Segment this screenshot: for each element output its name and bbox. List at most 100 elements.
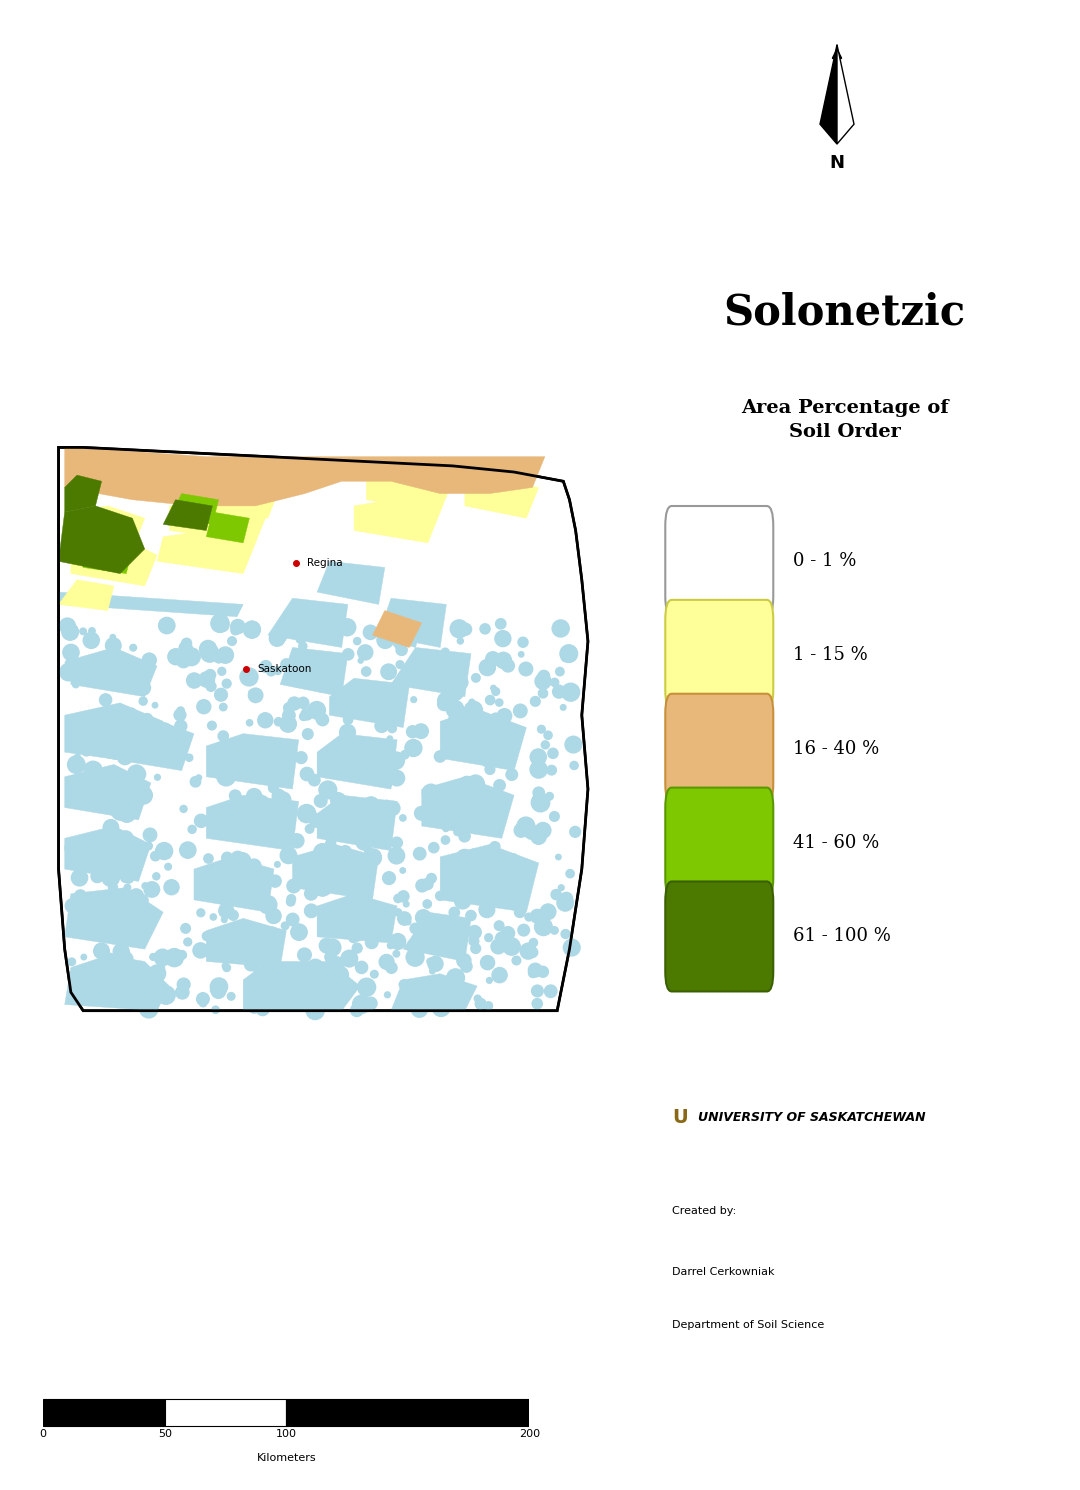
- Circle shape: [82, 748, 91, 755]
- Circle shape: [197, 700, 211, 714]
- Circle shape: [406, 919, 410, 925]
- Circle shape: [384, 781, 392, 788]
- Circle shape: [429, 930, 446, 946]
- Circle shape: [228, 910, 239, 921]
- Circle shape: [221, 852, 232, 863]
- Circle shape: [541, 741, 550, 749]
- Circle shape: [548, 748, 558, 758]
- Text: 200: 200: [518, 1429, 540, 1439]
- Circle shape: [485, 764, 495, 775]
- Circle shape: [152, 873, 160, 879]
- Circle shape: [437, 693, 455, 709]
- Circle shape: [212, 878, 229, 894]
- Circle shape: [130, 842, 145, 857]
- Circle shape: [460, 623, 472, 635]
- Polygon shape: [102, 715, 194, 770]
- Circle shape: [405, 739, 422, 757]
- Circle shape: [179, 842, 195, 858]
- Circle shape: [244, 958, 257, 971]
- Circle shape: [502, 660, 514, 672]
- Circle shape: [255, 881, 264, 890]
- Circle shape: [81, 955, 86, 960]
- Polygon shape: [366, 475, 453, 513]
- Circle shape: [305, 887, 318, 900]
- Circle shape: [406, 726, 418, 738]
- Circle shape: [91, 776, 98, 784]
- Circle shape: [373, 925, 384, 936]
- Circle shape: [292, 672, 307, 687]
- Circle shape: [180, 924, 190, 933]
- Circle shape: [370, 970, 378, 977]
- Circle shape: [446, 700, 463, 718]
- Circle shape: [144, 985, 156, 997]
- Circle shape: [282, 922, 288, 930]
- Circle shape: [442, 648, 449, 656]
- Circle shape: [480, 624, 490, 633]
- Circle shape: [228, 636, 237, 645]
- Circle shape: [404, 672, 410, 678]
- Circle shape: [298, 948, 311, 961]
- Circle shape: [187, 673, 202, 688]
- Circle shape: [281, 659, 292, 670]
- Circle shape: [435, 891, 445, 900]
- Circle shape: [194, 814, 207, 827]
- Circle shape: [366, 745, 373, 751]
- Polygon shape: [181, 475, 280, 519]
- Circle shape: [94, 943, 109, 958]
- Circle shape: [469, 849, 480, 860]
- Circle shape: [122, 797, 134, 809]
- Circle shape: [135, 745, 140, 749]
- Circle shape: [427, 958, 433, 966]
- Circle shape: [314, 794, 327, 808]
- Circle shape: [213, 890, 220, 895]
- Circle shape: [138, 998, 144, 1004]
- Circle shape: [113, 665, 124, 675]
- Circle shape: [400, 867, 405, 873]
- Circle shape: [177, 977, 190, 991]
- Circle shape: [434, 654, 450, 670]
- Text: 61 - 100 %: 61 - 100 %: [793, 927, 891, 946]
- Circle shape: [496, 931, 510, 946]
- Circle shape: [278, 749, 293, 764]
- Circle shape: [205, 669, 216, 681]
- Circle shape: [510, 854, 518, 863]
- Circle shape: [372, 907, 388, 922]
- Circle shape: [387, 766, 394, 773]
- Circle shape: [289, 854, 298, 863]
- Circle shape: [202, 876, 214, 888]
- Circle shape: [267, 927, 278, 937]
- Circle shape: [446, 787, 459, 799]
- Circle shape: [283, 709, 295, 721]
- Circle shape: [518, 924, 529, 936]
- Circle shape: [467, 782, 485, 800]
- Circle shape: [500, 751, 505, 755]
- Circle shape: [103, 992, 112, 1001]
- Circle shape: [265, 939, 272, 946]
- Circle shape: [233, 924, 244, 936]
- Circle shape: [311, 657, 329, 675]
- Circle shape: [139, 1000, 158, 1018]
- Polygon shape: [206, 513, 249, 542]
- Circle shape: [386, 963, 397, 973]
- Text: 50: 50: [158, 1429, 172, 1439]
- Circle shape: [369, 702, 384, 717]
- Circle shape: [487, 854, 498, 864]
- Circle shape: [460, 776, 474, 791]
- Circle shape: [102, 845, 112, 854]
- Circle shape: [75, 776, 81, 782]
- Circle shape: [145, 842, 152, 849]
- Circle shape: [102, 869, 120, 887]
- Circle shape: [394, 894, 402, 903]
- Circle shape: [404, 673, 410, 679]
- Circle shape: [126, 723, 134, 732]
- Circle shape: [252, 796, 270, 814]
- Circle shape: [414, 656, 428, 669]
- Circle shape: [184, 939, 191, 946]
- Circle shape: [129, 890, 144, 904]
- Circle shape: [414, 848, 426, 860]
- Circle shape: [63, 644, 79, 660]
- Circle shape: [144, 828, 157, 842]
- Text: 0: 0: [40, 1429, 46, 1439]
- Polygon shape: [157, 530, 256, 574]
- Circle shape: [322, 818, 333, 830]
